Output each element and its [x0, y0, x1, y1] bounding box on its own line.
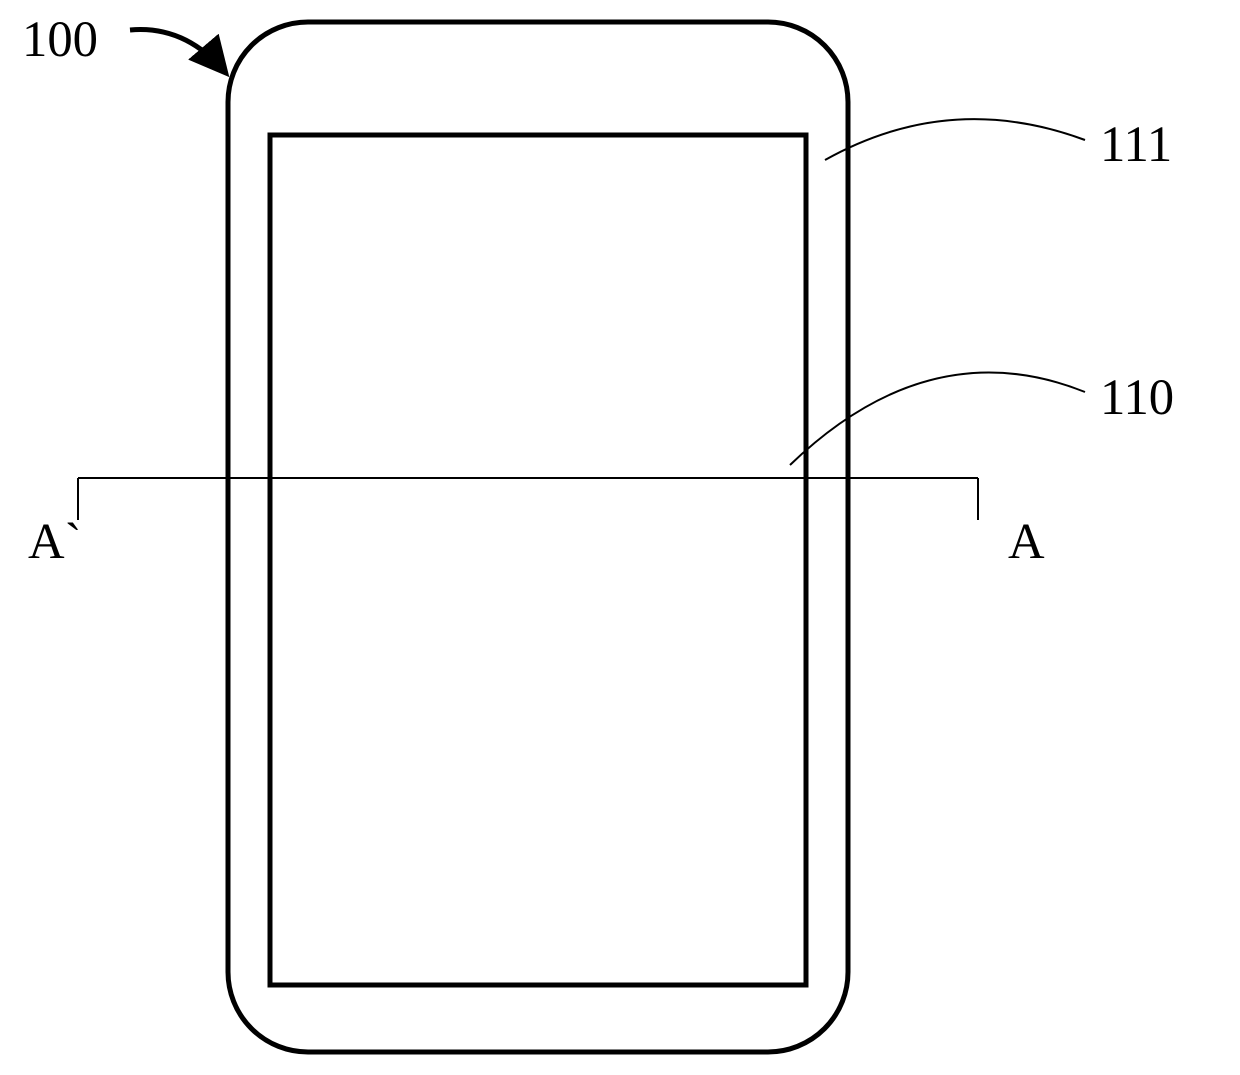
diagram-canvas: 100 111 110 A` A — [0, 0, 1240, 1075]
ref-label-111: 111 — [1100, 115, 1172, 173]
ref-label-100: 100 — [22, 10, 98, 68]
section-label-a-prime: A` — [28, 512, 81, 570]
arrow-100 — [130, 30, 225, 72]
ref-label-110: 110 — [1100, 368, 1174, 426]
leader-111 — [825, 119, 1085, 160]
display-area — [270, 135, 806, 985]
leader-110 — [790, 372, 1085, 465]
device-body — [228, 22, 848, 1052]
section-label-a: A — [1008, 512, 1045, 570]
diagram-svg — [0, 0, 1240, 1075]
